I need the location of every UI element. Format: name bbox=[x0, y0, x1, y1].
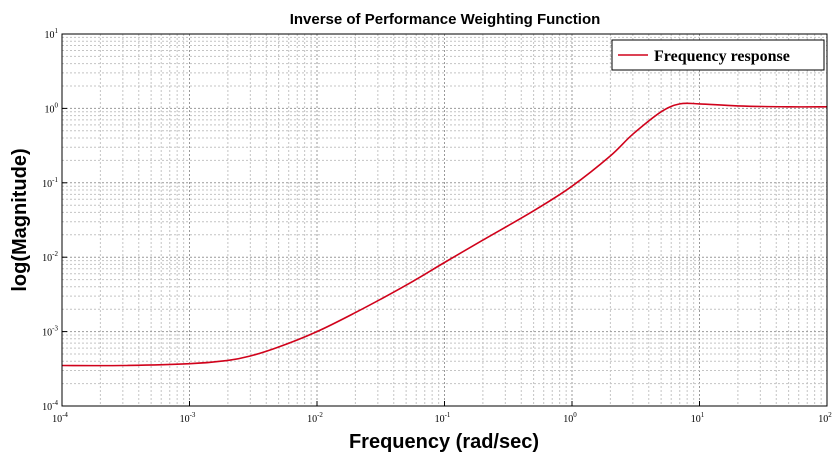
x-tick-label: 10-2 bbox=[307, 411, 323, 425]
y-tick-label: 100 bbox=[45, 101, 59, 115]
y-tick-label: 10-3 bbox=[42, 325, 58, 339]
x-tick-label: 10-1 bbox=[435, 411, 451, 425]
x-tick-label: 10-3 bbox=[180, 411, 196, 425]
x-tick-labels: 10-4 10-3 10-2 10-1 100 101 102 bbox=[52, 401, 832, 425]
series-layer bbox=[61, 102, 828, 367]
y-tick-label: 10-4 bbox=[42, 399, 58, 413]
x-tick-label: 101 bbox=[691, 411, 705, 425]
y-axis-label: log(Magnitude) bbox=[9, 148, 31, 291]
chart-title: Inverse of Performance Weighting Functio… bbox=[290, 11, 601, 28]
x-axis-label: Frequency (rad/sec) bbox=[349, 431, 539, 453]
x-tick-label: 10-4 bbox=[52, 411, 68, 425]
y-tick-label: 10-2 bbox=[42, 250, 58, 264]
y-tick-label: 10-1 bbox=[42, 176, 58, 190]
x-tick-label: 102 bbox=[818, 411, 832, 425]
legend-label: Frequency response bbox=[654, 48, 790, 65]
y-tick-label: 101 bbox=[45, 27, 59, 41]
legend: Frequency response bbox=[611, 39, 825, 71]
series-line-frequency-response bbox=[61, 102, 828, 367]
x-tick-label: 100 bbox=[563, 411, 577, 425]
y-tick-labels: 10-4 10-3 10-2 10-1 100 101 bbox=[42, 27, 67, 413]
